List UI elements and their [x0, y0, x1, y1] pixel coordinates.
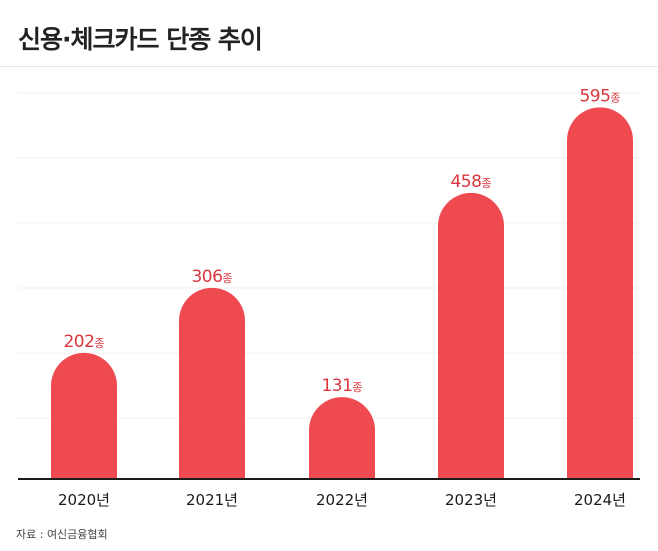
value-label: 458종: [450, 172, 491, 192]
value-label: 202종: [63, 332, 104, 352]
bars: [51, 107, 633, 480]
x-tick-label: 2020년: [58, 491, 110, 509]
bar-2024년: [567, 107, 633, 479]
x-tick-label: 2022년: [316, 491, 368, 509]
bar-2022년: [309, 397, 375, 479]
value-label: 595종: [579, 86, 620, 106]
value-labels: 202종 306종 131종 458종 595종: [63, 86, 620, 396]
source-note: 자료 : 여신금융협회: [16, 528, 108, 541]
bar-2023년: [438, 192, 504, 480]
bar-2021년: [179, 287, 245, 479]
value-label: 306종: [191, 267, 232, 287]
title-divider: [0, 66, 658, 67]
x-axis-ticks: 2020년 2021년 2022년 2023년 2024년: [58, 491, 626, 509]
value-label: 131종: [321, 376, 362, 396]
x-tick-label: 2021년: [186, 491, 238, 509]
bar-2020년: [51, 352, 117, 479]
x-tick-label: 2024년: [574, 491, 626, 509]
x-tick-label: 2023년: [445, 491, 497, 509]
chart-title: 신용·체크카드 단종 추이: [18, 25, 263, 54]
